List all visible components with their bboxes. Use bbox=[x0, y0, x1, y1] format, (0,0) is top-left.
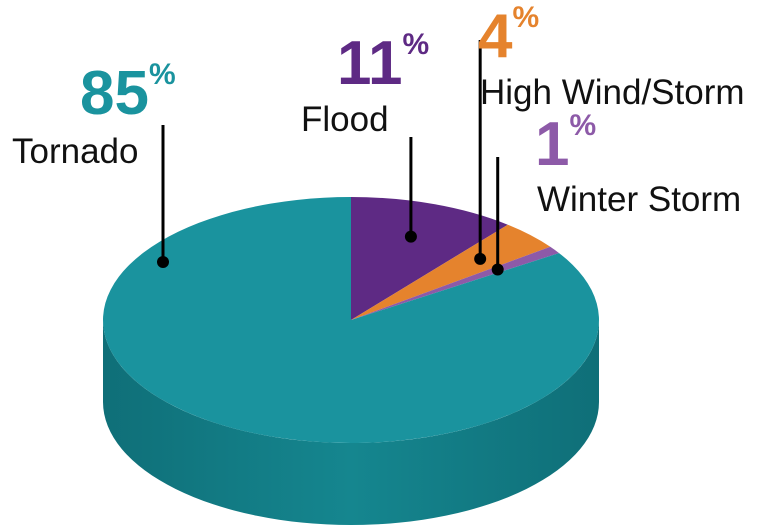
leader-lines bbox=[157, 40, 504, 276]
pie-slice-high-wind bbox=[351, 224, 551, 320]
slice-label-high-wind-value: 4% bbox=[478, 1, 539, 71]
slice-label-flood: Flood bbox=[301, 100, 389, 139]
pie-slices bbox=[102, 197, 600, 443]
pie-slice-flood bbox=[351, 197, 508, 320]
slice-label-winter-storm-value: 1% bbox=[535, 109, 596, 179]
leader-dot-flood bbox=[404, 230, 417, 243]
pie-slice-winter-storm bbox=[351, 246, 560, 320]
leader-dot-winter-storm bbox=[491, 263, 504, 276]
leader-dot-tornado bbox=[157, 256, 169, 268]
pie-slice-tornado bbox=[102, 197, 600, 443]
slice-label-winter-storm: Winter Storm bbox=[537, 180, 741, 219]
slice-label-high-wind: High Wind/Storm bbox=[480, 73, 745, 112]
slice-label-flood-value: 11% bbox=[337, 28, 429, 98]
slice-label-tornado: Tornado bbox=[12, 132, 138, 171]
leader-dot-high-wind bbox=[474, 252, 487, 265]
slice-label-tornado-value: 85% bbox=[80, 58, 176, 128]
pie-side bbox=[103, 320, 599, 525]
